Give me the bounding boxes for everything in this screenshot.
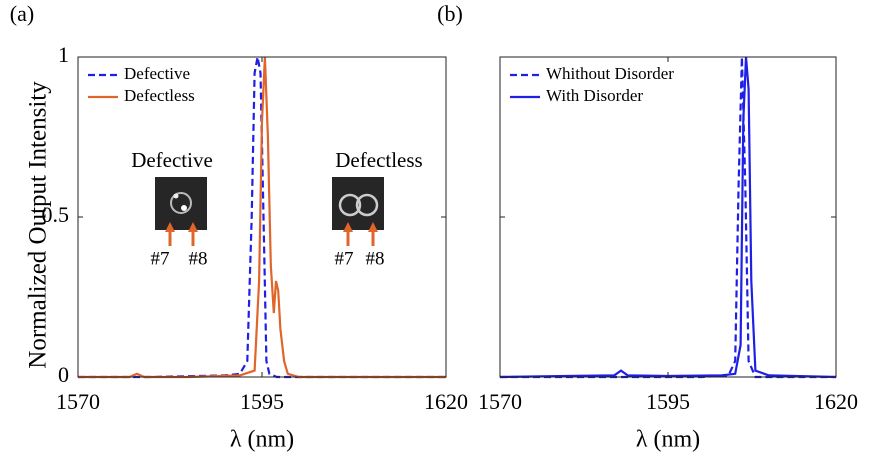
- inset-spot: [173, 193, 179, 199]
- legend-label: With Disorder: [546, 86, 643, 105]
- inset-label: #8: [189, 248, 208, 269]
- inset-label: #7: [335, 248, 354, 269]
- inset-arrowhead: [188, 222, 198, 232]
- legend-label: Whithout Disorder: [546, 64, 674, 83]
- x-axis-label: λ (nm): [230, 427, 294, 453]
- x-tick-label: 1595: [646, 389, 690, 414]
- data-line: [499, 56, 837, 379]
- inset-label: #7: [151, 248, 170, 269]
- panel-label: (b): [437, 1, 463, 26]
- inset-title: Defective: [131, 148, 213, 172]
- inset-spot: [338, 193, 362, 217]
- x-tick-label: 1570: [478, 389, 522, 414]
- panel-label: (a): [10, 1, 34, 26]
- legend-label: Defective: [124, 64, 190, 83]
- x-tick-label: 1570: [56, 389, 100, 414]
- data-line: [78, 56, 446, 379]
- x-tick-label: 1620: [424, 389, 468, 414]
- y-tick-label: 0: [58, 362, 69, 387]
- x-tick-label: 1595: [240, 389, 284, 414]
- inset-arrowhead: [368, 222, 378, 232]
- inset-spot: [170, 192, 192, 214]
- plot-frame: [499, 56, 837, 378]
- inset-image: [155, 177, 207, 230]
- inset-title: Defectless: [335, 148, 422, 172]
- y-axis-label: Normalized Output Intensity: [25, 81, 52, 369]
- data-line: [500, 56, 836, 379]
- inset-arrowhead: [165, 222, 175, 232]
- y-tick-label: 0.5: [42, 202, 70, 227]
- inset-arrowhead: [343, 222, 353, 232]
- y-tick-label: 1: [58, 42, 69, 67]
- legend-label: Defectless: [124, 86, 195, 105]
- inset-spot: [181, 205, 187, 211]
- x-axis-label: λ (nm): [636, 427, 700, 453]
- inset-spot: [355, 193, 379, 217]
- x-tick-label: 1620: [814, 389, 858, 414]
- inset-label: #8: [366, 248, 385, 269]
